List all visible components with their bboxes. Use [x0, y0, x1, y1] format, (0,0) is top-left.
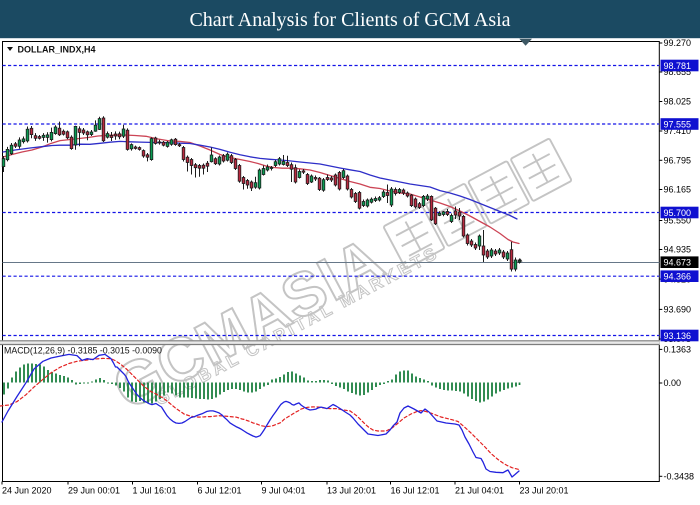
svg-text:98.781: 98.781 — [664, 61, 692, 71]
svg-text:MACD(12,26,9) -0.3185 -0.3015: MACD(12,26,9) -0.3185 -0.3015 -0.0090 — [4, 346, 162, 356]
svg-text:1 Jul 16:01: 1 Jul 16:01 — [133, 486, 177, 496]
svg-text:98.655: 98.655 — [664, 67, 692, 77]
svg-text:9 Jul 04:01: 9 Jul 04:01 — [262, 486, 306, 496]
svg-text:13 Jul 20:01: 13 Jul 20:01 — [327, 486, 376, 496]
svg-text:6 Jul 12:01: 6 Jul 12:01 — [198, 486, 242, 496]
svg-text:95.700: 95.700 — [664, 208, 692, 218]
svg-text:94.935: 94.935 — [664, 245, 692, 255]
svg-text:DOLLAR_INDX,H4: DOLLAR_INDX,H4 — [18, 45, 96, 55]
svg-text:16 Jul 12:01: 16 Jul 12:01 — [391, 486, 440, 496]
svg-text:21 Jul 04:01: 21 Jul 04:01 — [455, 486, 504, 496]
svg-text:97.410: 97.410 — [664, 126, 692, 136]
svg-text:97.555: 97.555 — [664, 119, 692, 129]
svg-text:24 Jun 2020: 24 Jun 2020 — [2, 486, 52, 496]
svg-text:0.1363: 0.1363 — [664, 345, 692, 355]
svg-text:94.673: 94.673 — [664, 258, 692, 268]
svg-text:94.366: 94.366 — [664, 272, 692, 282]
svg-text:29 Jun 00:01: 29 Jun 00:01 — [68, 486, 120, 496]
svg-text:93.136: 93.136 — [664, 331, 692, 341]
svg-text:93.690: 93.690 — [664, 305, 692, 315]
svg-text:0.00: 0.00 — [664, 378, 682, 388]
svg-text:Chart Analysis for Clients of: Chart Analysis for Clients of GCM Asia — [189, 9, 510, 31]
svg-text:95.550: 95.550 — [664, 216, 692, 226]
svg-text:96.795: 96.795 — [664, 156, 692, 166]
svg-text:99.270: 99.270 — [664, 38, 692, 48]
svg-text:96.165: 96.165 — [664, 185, 692, 195]
svg-text:23 Jul 20:01: 23 Jul 20:01 — [520, 486, 569, 496]
svg-text:98.025: 98.025 — [664, 97, 692, 107]
svg-text:-0.3438: -0.3438 — [664, 472, 695, 482]
